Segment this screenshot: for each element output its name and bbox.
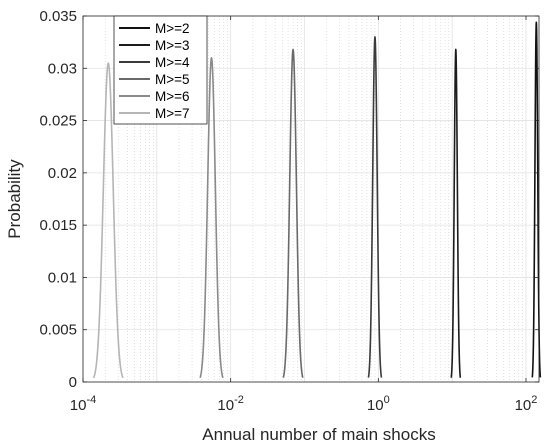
y-tick-label: 0.01 <box>48 269 77 286</box>
legend-label: M>=6 <box>155 89 190 104</box>
x-tick-label: 100 <box>367 394 390 414</box>
y-tick-label: 0.005 <box>39 322 77 339</box>
series-line <box>92 62 124 379</box>
y-tick-label: 0.03 <box>48 60 77 77</box>
y-tick-label: 0.015 <box>39 217 77 234</box>
x-axis-label: Annual number of main shocks <box>202 425 435 444</box>
series-line <box>199 57 224 379</box>
ticks: 0 0.005 0.01 0.015 0.02 0.025 0.03 0.035 10-4 10-… <box>39 8 539 414</box>
series-group <box>92 21 542 379</box>
legend-label: M>=7 <box>155 106 190 121</box>
legend-label: M>=3 <box>155 38 190 53</box>
legend-box <box>113 15 208 125</box>
legend-label: M>=5 <box>155 72 190 87</box>
x-tick-label: 10-2 <box>217 394 243 414</box>
series-line <box>282 48 304 378</box>
legend-label: M>=4 <box>155 55 190 70</box>
x-tick-label: 10-4 <box>70 394 96 414</box>
plot-frame <box>82 15 540 383</box>
x-tick-label: 102 <box>515 394 538 414</box>
y-tick-label: 0.035 <box>39 8 77 25</box>
legend-label: M>=2 <box>155 21 190 36</box>
series-line <box>367 36 383 378</box>
series-line <box>450 48 462 378</box>
y-axis-label: Probability <box>5 159 24 239</box>
y-tick-label: 0.02 <box>48 165 77 182</box>
y-tick-label: 0 <box>69 374 77 391</box>
legend: M>=2 M>=3 M>=4 M>=5 M>=6 M>=7 <box>113 15 208 125</box>
y-tick-label: 0.025 <box>39 113 77 130</box>
